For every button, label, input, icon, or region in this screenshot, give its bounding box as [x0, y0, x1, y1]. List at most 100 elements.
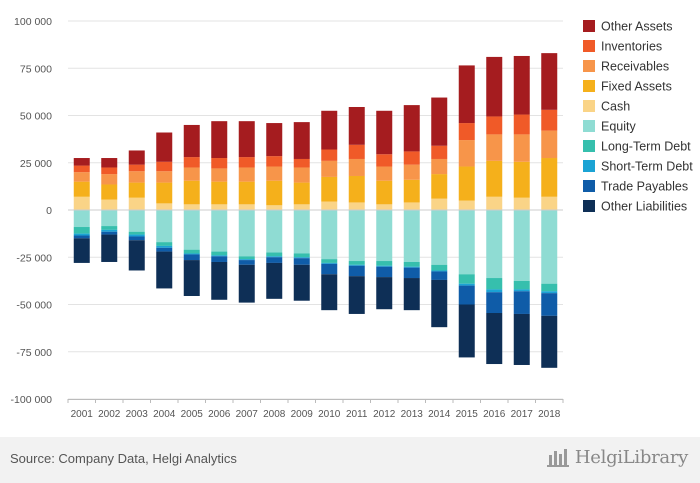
- bar-long-term-debt-2002: [101, 226, 118, 230]
- bar-long-term-debt-2016: [486, 278, 503, 290]
- x-tick-label: 2002: [98, 409, 121, 420]
- bar-trade-payables-2018: [541, 293, 558, 316]
- legend: Other Assets Inventories Receivables Fixed …: [583, 20, 693, 214]
- bar-other-liabilities-2013: [403, 278, 420, 311]
- bar-cash-2014: [431, 198, 448, 210]
- y-axis-ticks: -100 000 -75 000 -50 000 -25 000 0 25 000 50 0…: [11, 16, 53, 406]
- bar-other-liabilities-2011: [348, 276, 365, 314]
- bar-inventories-2004: [156, 161, 173, 172]
- bar-long-term-debt-2001: [73, 227, 90, 234]
- bar-fixed-assets-2003: [128, 182, 145, 198]
- bar-fixed-assets-2015: [458, 166, 475, 201]
- bar-equity-2013: [403, 210, 420, 262]
- bar-equity-2016: [486, 210, 503, 279]
- bar-trade-payables-2007: [238, 260, 255, 265]
- bar-other-liabilities-2018: [541, 315, 558, 368]
- bar-short-term-debt-2015: [458, 283, 475, 286]
- bar-fixed-assets-2018: [541, 158, 558, 197]
- y-tick-label: 25 000: [20, 158, 52, 170]
- bar-other-liabilities-2015: [458, 304, 475, 358]
- brand-logo: HelgiLibrary: [546, 446, 688, 468]
- y-tick-label: 100 000: [14, 16, 52, 28]
- bar-equity-2011: [348, 210, 365, 262]
- bar-other-assets-2009: [293, 122, 310, 159]
- bar-short-term-debt-2007: [238, 259, 255, 261]
- bar-other-liabilities-2012: [376, 277, 393, 310]
- bar-other-assets-2013: [403, 105, 420, 152]
- bar-trade-payables-2005: [183, 254, 200, 261]
- bar-long-term-debt-2017: [513, 280, 530, 290]
- y-tick-label: -50 000: [16, 300, 52, 312]
- bar-short-term-debt-2006: [211, 255, 228, 257]
- bar-other-liabilities-2006: [211, 261, 228, 300]
- bar-trade-payables-2015: [458, 285, 475, 305]
- bar-long-term-debt-2011: [348, 261, 365, 265]
- x-tick-label: 2009: [291, 409, 314, 420]
- bar-equity-2012: [376, 210, 393, 262]
- x-tick-label: 2011: [346, 409, 368, 420]
- bar-equity-2018: [541, 210, 558, 284]
- bar-inventories-2007: [238, 157, 255, 168]
- bar-fixed-assets-2012: [376, 180, 393, 205]
- bar-cash-2003: [128, 197, 145, 210]
- bar-other-assets-2015: [458, 65, 475, 124]
- bar-other-assets-2012: [376, 110, 393, 155]
- legend-label: Equity: [601, 120, 636, 134]
- bar-long-term-debt-2014: [431, 264, 448, 271]
- bar-fixed-assets-2013: [403, 179, 420, 203]
- bar-trade-payables-2014: [431, 271, 448, 280]
- bar-receivables-2003: [128, 171, 145, 183]
- legend-swatch: [583, 200, 595, 212]
- bar-equity-2014: [431, 210, 448, 265]
- bar-other-liabilities-2009: [293, 264, 310, 301]
- x-tick-label: 2001: [71, 409, 94, 420]
- bar-other-liabilities-2007: [238, 264, 255, 303]
- y-tick-label: -75 000: [16, 347, 52, 359]
- x-tick-label: 2012: [373, 409, 396, 420]
- brand-name: HelgiLibrary: [574, 446, 688, 468]
- bar-fixed-assets-2005: [183, 180, 200, 205]
- bar-short-term-debt-2008: [266, 256, 283, 258]
- bar-long-term-debt-2018: [541, 283, 558, 292]
- bar-receivables-2012: [376, 166, 393, 181]
- bar-short-term-debt-2001: [73, 233, 90, 236]
- bar-equity-2002: [101, 210, 118, 227]
- bar-fixed-assets-2007: [238, 181, 255, 205]
- x-tick-label: 2018: [538, 409, 561, 420]
- bar-equity-2005: [183, 210, 200, 250]
- bar-other-assets-2005: [183, 124, 200, 158]
- legend-label: Fixed Assets: [601, 80, 672, 94]
- bar-trade-payables-2011: [348, 265, 365, 277]
- bar-cash-2011: [348, 202, 365, 210]
- x-tick-label: 2003: [126, 409, 149, 420]
- legend-swatch: [583, 140, 595, 152]
- bar-inventories-2008: [266, 156, 283, 167]
- bar-inventories-2017: [513, 114, 530, 135]
- bar-short-term-debt-2002: [101, 229, 118, 232]
- bar-cash-2002: [101, 199, 118, 210]
- legend-swatch: [583, 20, 595, 32]
- bar-trade-payables-2001: [73, 235, 90, 239]
- bar-receivables-2013: [403, 164, 420, 180]
- bar-other-liabilities-2002: [101, 234, 118, 262]
- bar-other-assets-2006: [211, 121, 228, 159]
- bar-short-term-debt-2013: [403, 266, 420, 268]
- bar-long-term-debt-2013: [403, 261, 420, 267]
- legend-label: Other Assets: [601, 20, 673, 34]
- bar-trade-payables-2002: [101, 231, 118, 235]
- bar-cash-2018: [541, 196, 558, 210]
- bar-cash-2015: [458, 200, 475, 210]
- bar-receivables-2008: [266, 166, 283, 181]
- bar-cash-2009: [293, 204, 310, 210]
- bar-short-term-debt-2005: [183, 253, 200, 255]
- bar-receivables-2014: [431, 158, 448, 175]
- legend-swatch: [583, 40, 595, 52]
- legend-label: Receivables: [601, 60, 669, 74]
- y-tick-label: 75 000: [20, 63, 52, 75]
- bar-receivables-2011: [348, 158, 365, 176]
- bar-fixed-assets-2009: [293, 182, 310, 205]
- bar-fixed-assets-2016: [486, 160, 503, 197]
- y-tick-label: -25 000: [16, 252, 52, 264]
- bar-equity-2003: [128, 210, 145, 232]
- bar-trade-payables-2012: [376, 266, 393, 278]
